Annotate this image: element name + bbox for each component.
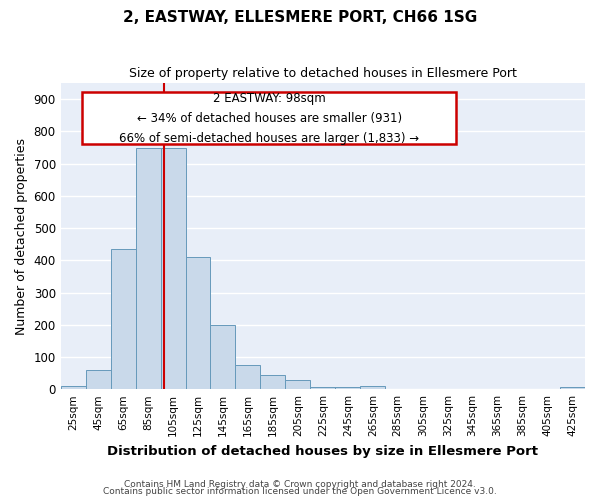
Y-axis label: Number of detached properties: Number of detached properties xyxy=(15,138,28,334)
Bar xyxy=(260,374,286,389)
Title: Size of property relative to detached houses in Ellesmere Port: Size of property relative to detached ho… xyxy=(129,68,517,80)
Bar xyxy=(286,380,310,389)
Bar xyxy=(185,257,211,389)
Text: Contains public sector information licensed under the Open Government Licence v3: Contains public sector information licen… xyxy=(103,488,497,496)
Bar xyxy=(110,249,136,389)
Bar xyxy=(560,386,585,389)
Text: 2 EASTWAY: 98sqm
← 34% of detached houses are smaller (931)
66% of semi-detached: 2 EASTWAY: 98sqm ← 34% of detached house… xyxy=(119,92,419,144)
Bar xyxy=(235,365,260,389)
Bar xyxy=(136,148,161,389)
X-axis label: Distribution of detached houses by size in Ellesmere Port: Distribution of detached houses by size … xyxy=(107,444,538,458)
Bar xyxy=(335,386,360,389)
Bar xyxy=(86,370,110,389)
Bar xyxy=(161,148,185,389)
FancyBboxPatch shape xyxy=(82,92,457,144)
Bar xyxy=(360,386,385,389)
Text: Contains HM Land Registry data © Crown copyright and database right 2024.: Contains HM Land Registry data © Crown c… xyxy=(124,480,476,489)
Bar xyxy=(211,324,235,389)
Text: 2, EASTWAY, ELLESMERE PORT, CH66 1SG: 2, EASTWAY, ELLESMERE PORT, CH66 1SG xyxy=(123,10,477,25)
Bar xyxy=(61,386,86,389)
Bar xyxy=(310,386,335,389)
